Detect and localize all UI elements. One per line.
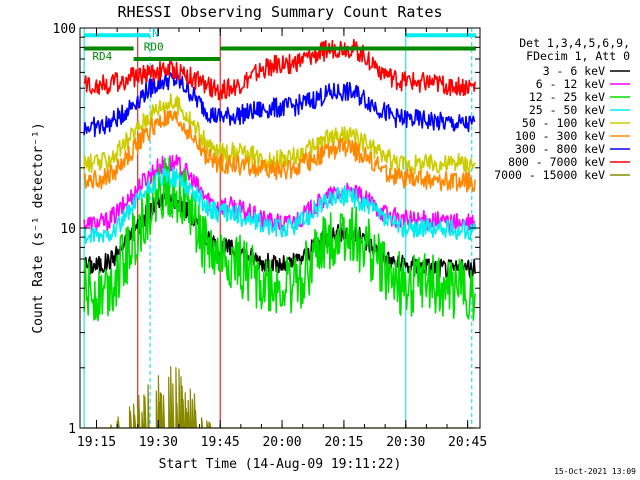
- legend-entry: 50 - 100 keV: [522, 116, 605, 130]
- series-line: [83, 166, 476, 244]
- y-tick-label: 100: [53, 22, 76, 37]
- series-line: [83, 154, 476, 234]
- x-tick-label: 19:30: [139, 435, 178, 450]
- legend-entry: 3 - 6 keV: [543, 64, 605, 78]
- footer-date: 15-Oct-2021 13:09: [554, 467, 636, 476]
- x-tick-label: 20:00: [262, 435, 301, 450]
- x-axis-label: Start Time (14-Aug-09 19:11:22): [159, 457, 402, 472]
- series-line: [83, 157, 476, 322]
- y-tick-label: 10: [60, 222, 76, 237]
- y-tick-label: 1: [68, 422, 76, 437]
- chart-title: RHESSI Observing Summary Count Rates: [117, 3, 442, 21]
- legend-header: FDecim 1, Att 0: [526, 49, 630, 63]
- x-tick-label: 19:45: [201, 435, 240, 450]
- x-tick-label: 20:30: [386, 435, 425, 450]
- legend-entry: 7000 - 15000 keV: [494, 168, 605, 182]
- legend-entry: 800 - 7000 keV: [508, 155, 605, 169]
- legend-entry: 6 - 12 keV: [536, 77, 605, 91]
- n-label: N: [152, 27, 159, 40]
- legend-header: Det 1,3,4,5,6,9,: [519, 36, 630, 50]
- legend-entry: 12 - 25 keV: [529, 90, 605, 104]
- series-line: [83, 38, 476, 101]
- rd4-label: RD4: [92, 50, 112, 63]
- legend: Det 1,3,4,5,6,9,FDecim 1, Att 03 - 6 keV…: [494, 36, 630, 182]
- axes: 19:15 19:30 19:45 20:00 20:15 20:30 20:45 1 10 10…: [53, 22, 488, 450]
- legend-entry: 100 - 300 keV: [515, 129, 605, 143]
- y-axis-label: Count Rate (s⁻¹ detector⁻¹): [31, 122, 46, 333]
- series-line: [83, 71, 476, 138]
- legend-entry: 300 - 800 keV: [515, 142, 605, 156]
- legend-entry: 25 - 50 keV: [529, 103, 605, 117]
- series-line: [83, 109, 476, 193]
- x-tick-label: 20:15: [324, 435, 363, 450]
- x-tick-label: 19:15: [77, 435, 116, 450]
- rd0-label: RD0: [144, 40, 164, 53]
- x-tick-label: 20:45: [448, 435, 487, 450]
